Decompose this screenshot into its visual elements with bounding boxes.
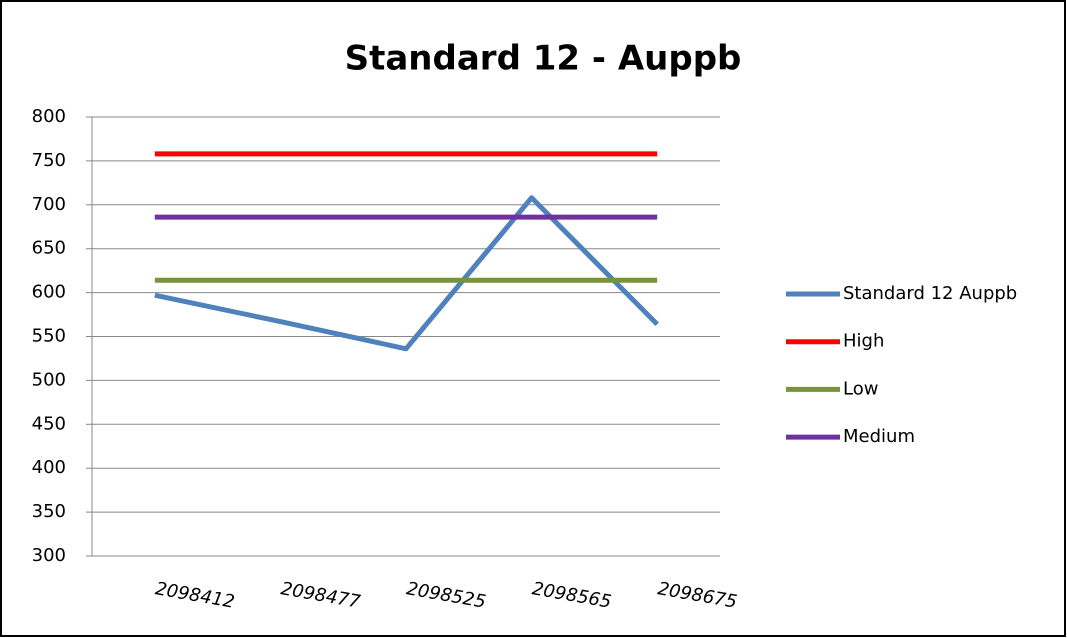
legend-label: Low <box>843 378 878 399</box>
y-tick-label: 400 <box>32 457 66 478</box>
legend-label: High <box>843 331 884 352</box>
legend-label: Standard 12 Auppb <box>843 283 1017 304</box>
y-tick-label: 600 <box>32 282 66 303</box>
y-tick-label: 700 <box>32 194 66 215</box>
y-tick-label: 350 <box>32 501 66 522</box>
chart-title: Standard 12 - Auppb <box>345 39 742 79</box>
legend-label: Medium <box>843 426 915 447</box>
y-tick-label: 500 <box>32 369 66 390</box>
series-line <box>154 195 659 352</box>
y-tick-label: 300 <box>32 545 66 566</box>
y-tick-label: 750 <box>32 150 66 171</box>
y-tick-label: 550 <box>32 326 66 347</box>
y-tick-label: 800 <box>32 106 66 127</box>
y-tick-label: 650 <box>32 238 66 259</box>
y-tick-label: 450 <box>32 413 66 434</box>
